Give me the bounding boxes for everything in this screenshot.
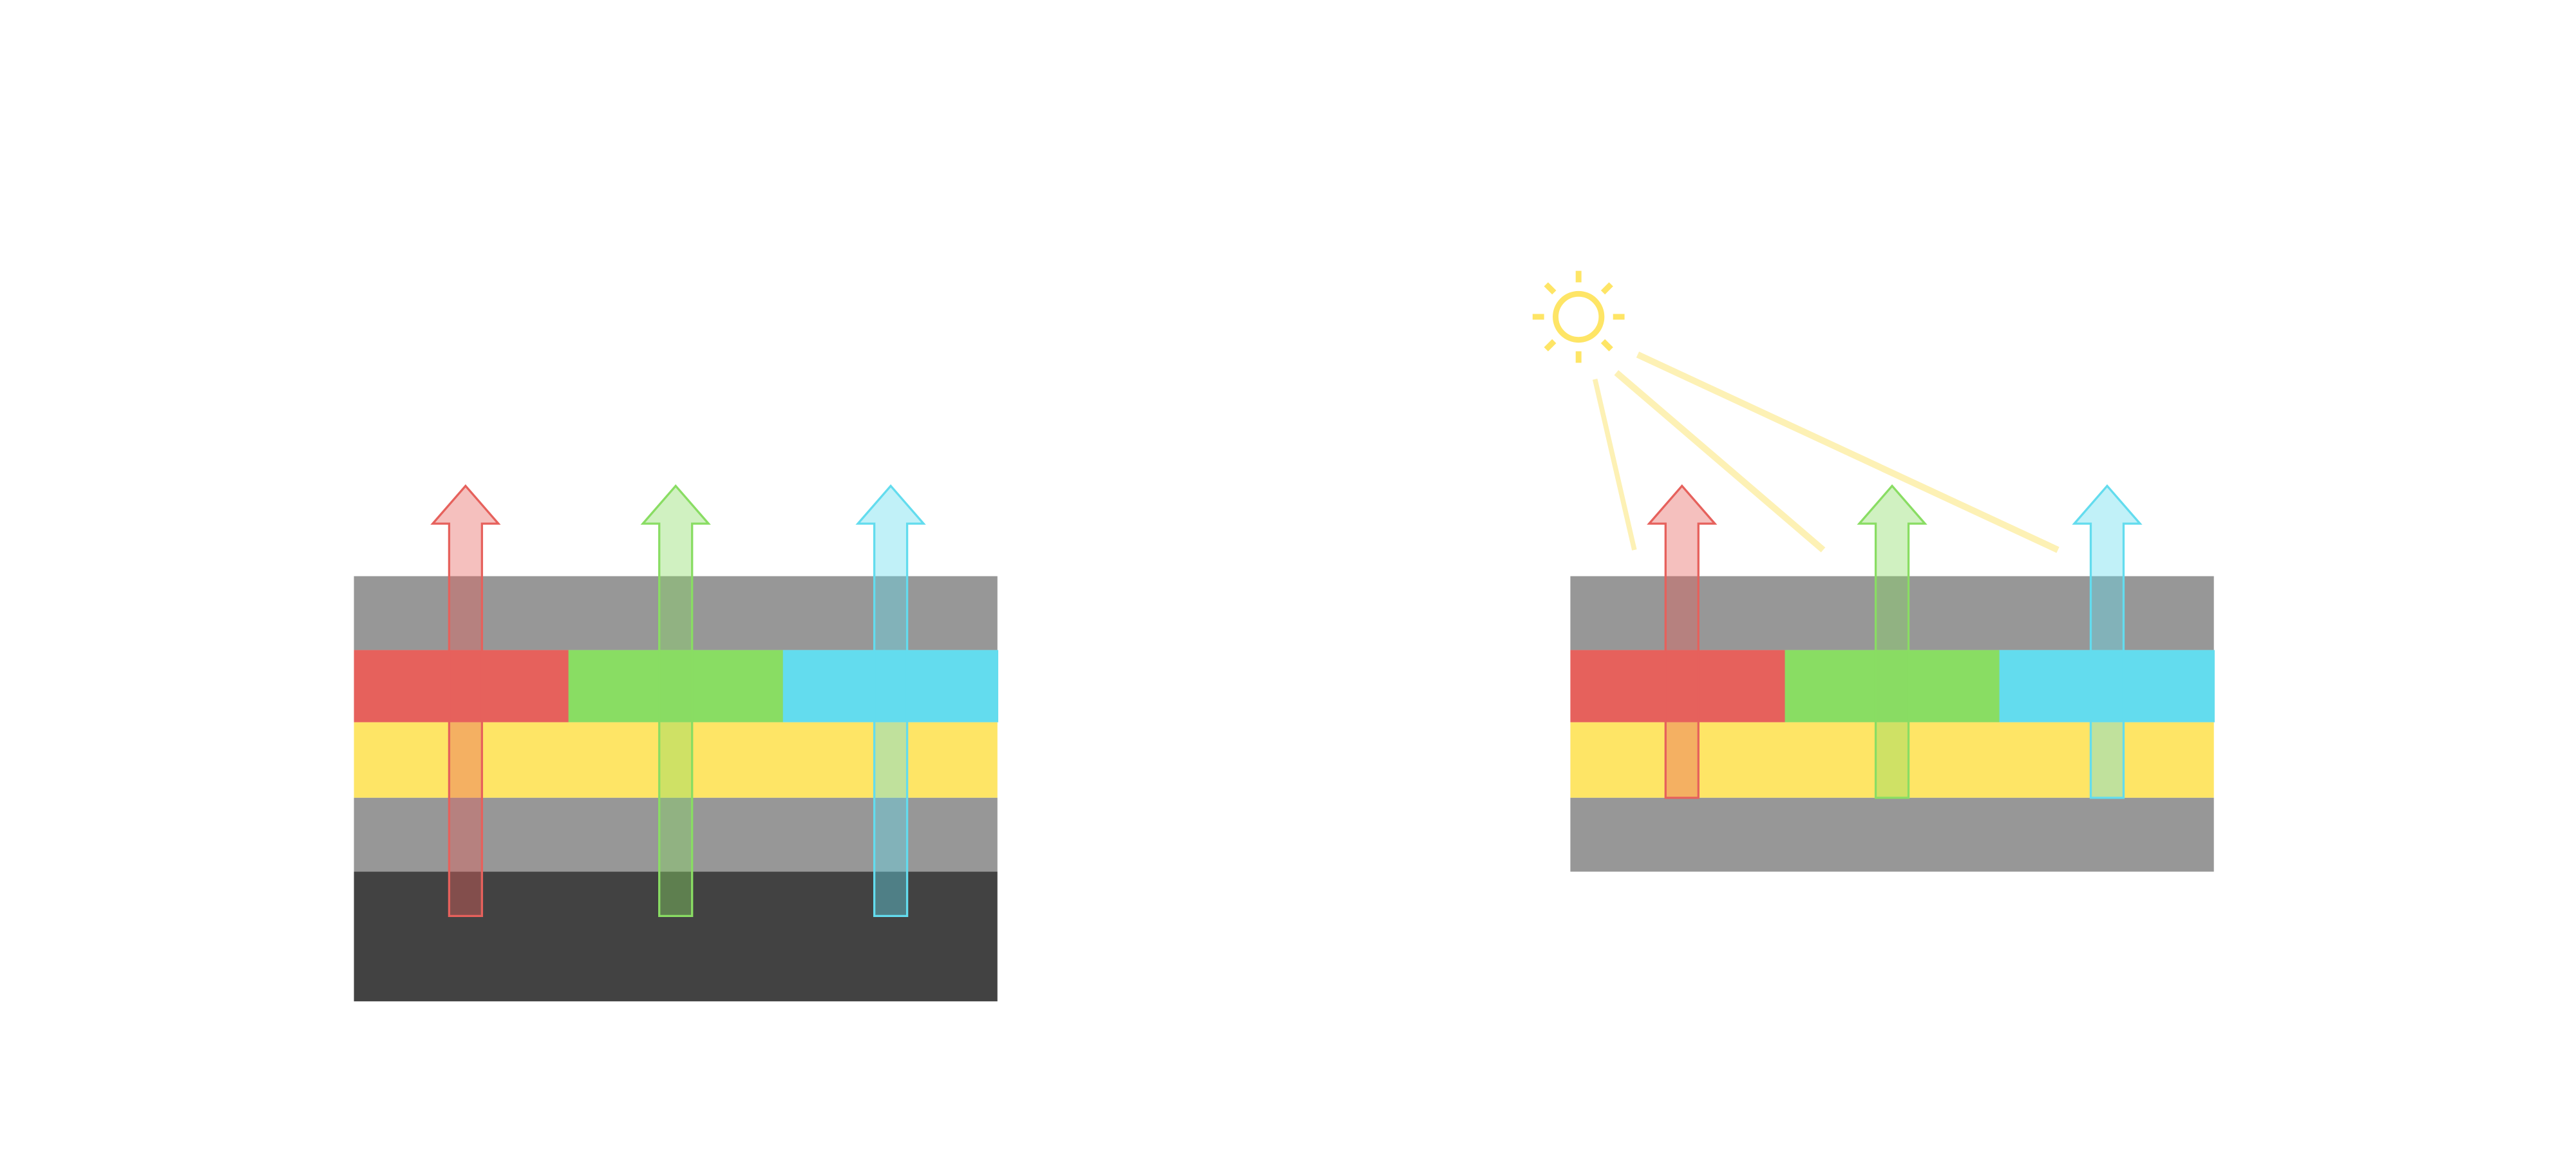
cyan-up-arrow: [2072, 484, 2143, 799]
sun-ray: [1600, 282, 1613, 295]
gray-layer: [354, 576, 998, 650]
cyan-up-arrow: [855, 484, 926, 918]
yellow-layer: [1570, 722, 2214, 798]
cyan-filter-segment: [782, 650, 999, 723]
light-beam: [1614, 370, 1826, 553]
gray-layer: [1570, 797, 2214, 872]
gray-layer: [1570, 576, 2214, 650]
sun-ray: [1544, 282, 1557, 295]
light-beam: [1592, 378, 1637, 551]
red-filter-segment: [1570, 650, 1786, 723]
light-beam: [1636, 351, 2060, 553]
yellow-layer: [354, 722, 998, 798]
sun-icon: [1532, 270, 1625, 363]
green-filter-segment: [568, 650, 784, 723]
green-up-arrow: [1857, 484, 1927, 799]
sun-disc: [1553, 290, 1605, 343]
red-up-arrow: [430, 484, 501, 918]
red-filter-segment: [354, 650, 569, 723]
green-filter-segment: [1785, 650, 2000, 723]
dark-layer: [354, 871, 998, 1001]
green-up-arrow: [640, 484, 711, 918]
left-layer-stack: [354, 484, 999, 1001]
cyan-filter-segment: [1999, 650, 2215, 723]
sun-beams: [1592, 351, 2060, 553]
red-up-arrow: [1647, 484, 1718, 799]
gray-layer: [354, 797, 998, 872]
sun-ray: [1600, 339, 1613, 352]
right-layer-stack: [1570, 484, 2215, 872]
sun-ray: [1544, 339, 1557, 352]
